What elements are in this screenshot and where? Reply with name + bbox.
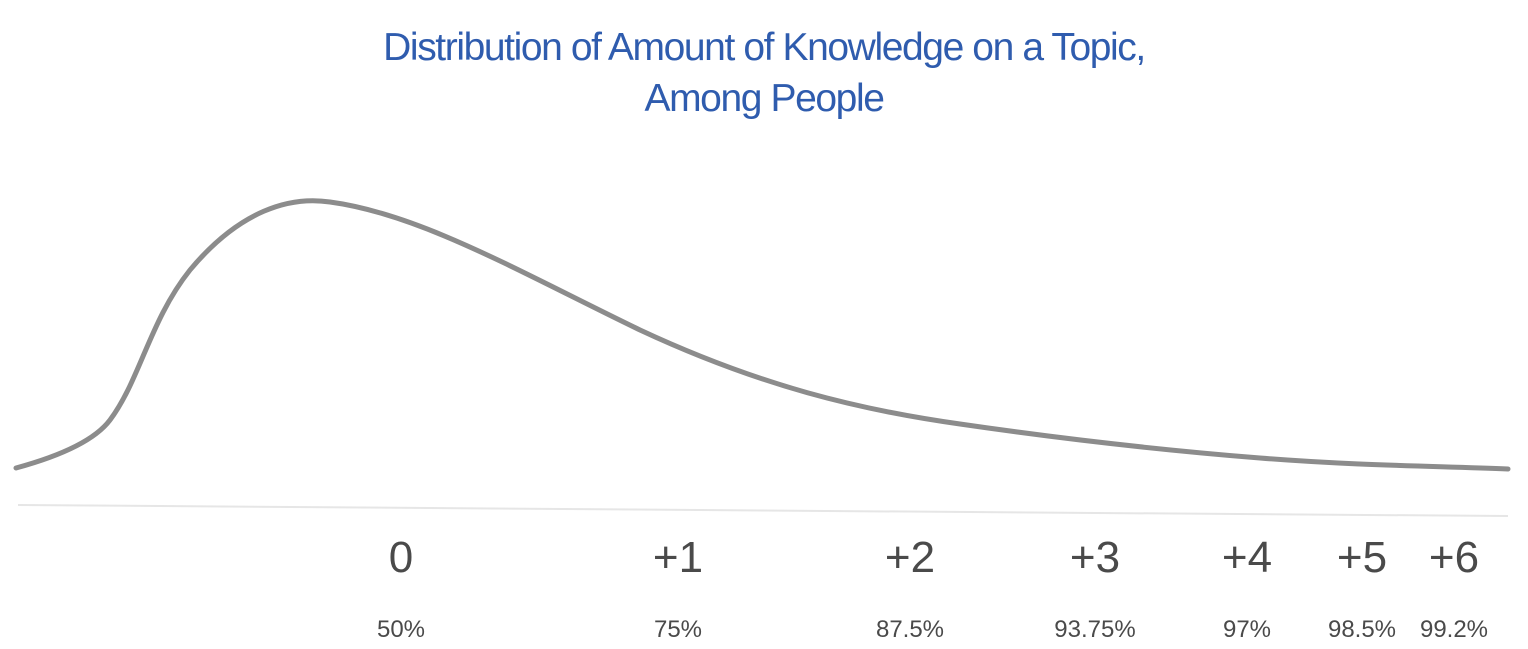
x-tick-label: +2 (885, 533, 935, 582)
x-tick-percentile: 93.75% (1054, 616, 1135, 643)
x-tick-label: 0 (389, 533, 413, 582)
x-tick-label: +5 (1337, 533, 1387, 582)
x-tick-percentile: 50% (377, 616, 425, 643)
x-axis-line (17, 504, 1509, 517)
x-tick-percentile: 98.5% (1328, 616, 1396, 643)
x-tick-label: +4 (1222, 533, 1272, 582)
x-tick-percentile: 99.2% (1420, 616, 1488, 643)
x-tick-label: +1 (653, 533, 703, 582)
chart-title: Distribution of Amount of Knowledge on a… (0, 22, 1528, 124)
x-axis-ticks: 0 50% +1 75% +2 87.5% +3 93.75% +4 97% +5 98.5% +6 99… (377, 533, 1488, 643)
x-tick-label: +3 (1070, 533, 1120, 582)
x-tick-percentile: 75% (654, 616, 702, 643)
x-tick-percentile: 87.5% (876, 616, 944, 643)
chart-title-line-1: Distribution of Amount of Knowledge on a… (383, 26, 1146, 69)
chart-title-line-2: Among People (644, 77, 884, 120)
x-tick-label: +6 (1429, 533, 1479, 582)
x-tick-percentile: 97% (1223, 616, 1271, 643)
distribution-curve (13, 198, 1511, 472)
